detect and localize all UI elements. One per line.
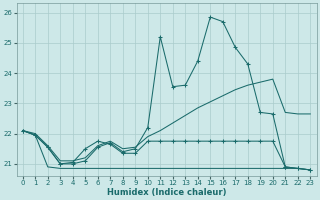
X-axis label: Humidex (Indice chaleur): Humidex (Indice chaleur) (107, 188, 226, 197)
